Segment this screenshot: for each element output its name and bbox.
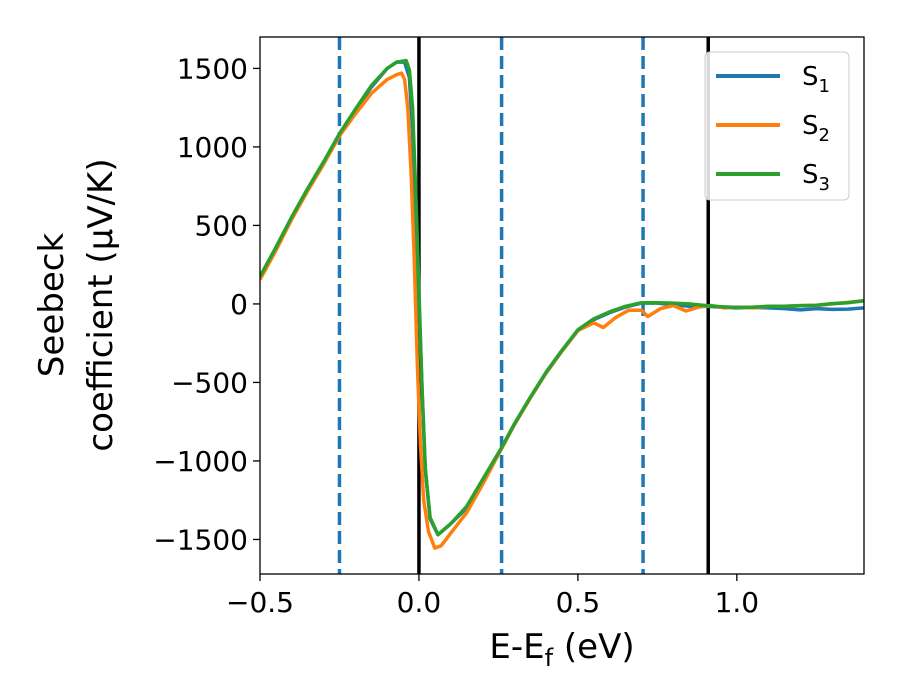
x-tick-label: 0.5: [556, 586, 601, 619]
data-series: [260, 58, 864, 550]
series-line-s3: [260, 58, 864, 537]
y-tick-label: 500: [195, 209, 248, 242]
legend: S1 S2 S3: [704, 51, 850, 201]
reference-lines: [337, 37, 710, 574]
y-axis-label: Seebeck coefficient (μV/K): [32, 158, 121, 451]
x-tick-label: 1.0: [715, 586, 760, 619]
legend-label-s1: S1: [802, 62, 830, 97]
y-axis-ticks: −1500 −1000 −500 0 500 1000 1500: [153, 52, 260, 556]
y-axis-label-line1: Seebeck: [32, 233, 72, 378]
legend-label-s3: S3: [802, 160, 830, 195]
plot-frame: [259, 36, 865, 575]
x-axis-label-subscript: f: [545, 644, 554, 672]
y-tick-label: 1500: [177, 52, 248, 85]
y-tick-label: 0: [230, 288, 248, 321]
y-axis-label-line2: coefficient (μV/K): [81, 158, 121, 451]
x-axis-label: E-Ef (eV): [489, 627, 634, 672]
x-tick-label: 0.0: [397, 586, 442, 619]
x-tick-label: −0.5: [226, 586, 294, 619]
y-tick-label: 1000: [177, 131, 248, 164]
y-tick-label: −1000: [153, 445, 248, 478]
legend-label-s2: S2: [802, 111, 830, 146]
y-tick-label: −1500: [153, 523, 248, 556]
y-tick-label: −500: [171, 366, 248, 399]
x-axis-ticks: −0.5 0.0 0.5 1.0: [226, 574, 759, 619]
